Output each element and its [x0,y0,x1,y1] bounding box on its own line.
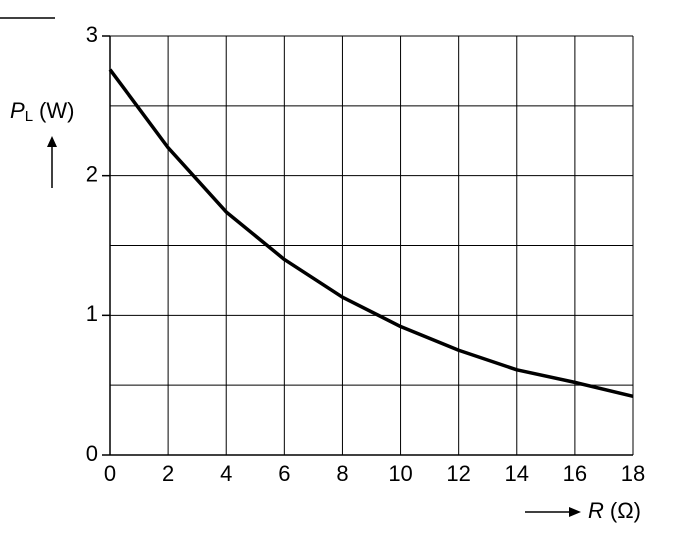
data-line [108,68,634,399]
x-tick-label: 4 [220,461,232,486]
x-axis-label: R (Ω) [588,498,641,523]
y-tick-label: 1 [86,301,98,326]
y-label-unit: (W) [39,98,74,123]
x-tick-label: 2 [162,461,174,486]
x-tick-label: 16 [563,461,587,486]
x-label-unit: (Ω) [610,498,641,523]
y-arrow-head [47,136,57,147]
y-label-subscript: L [25,108,33,125]
x-tick-label: 0 [104,461,116,486]
y-axis-label: PL (W) [10,98,74,125]
x-tick-label: 12 [446,461,470,486]
x-label-symbol: R [588,498,604,523]
x-tick-label: 6 [278,461,290,486]
y-tick-label: 2 [86,161,98,186]
y-label-symbol: P [10,98,25,123]
x-tick-label: 14 [505,461,529,486]
y-tick-label: 3 [86,22,98,47]
x-tick-label: 8 [336,461,348,486]
y-tick-label: 0 [86,441,98,466]
x-tick-label: 18 [621,461,645,486]
x-tick-label: 10 [388,461,412,486]
x-arrow-head [569,507,581,517]
